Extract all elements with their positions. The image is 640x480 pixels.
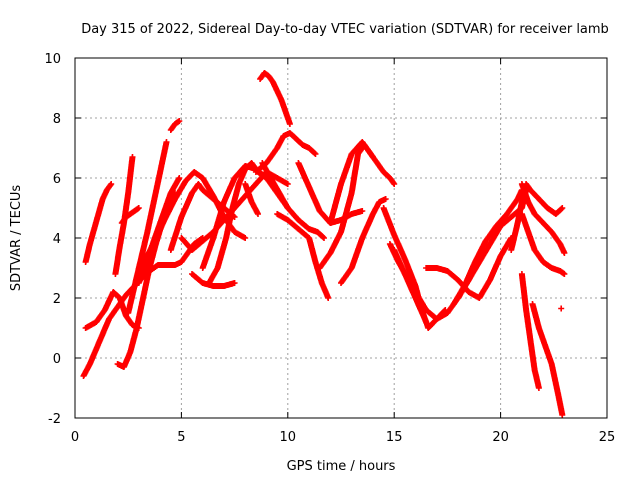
series-track-35 bbox=[529, 301, 566, 418]
x-tick-label: 5 bbox=[177, 430, 185, 445]
data-points bbox=[80, 70, 568, 418]
data-point-markers bbox=[558, 305, 565, 312]
chart-title: Day 315 of 2022, Sidereal Day-to-day VTE… bbox=[81, 22, 609, 37]
data-point-markers bbox=[82, 289, 142, 331]
data-point-markers bbox=[125, 139, 170, 316]
x-tick-label: 10 bbox=[280, 430, 297, 445]
data-point-markers bbox=[118, 205, 142, 226]
x-tick-label: 0 bbox=[71, 430, 79, 445]
y-tick-label: 6 bbox=[53, 172, 61, 187]
x-tick-label: 15 bbox=[386, 430, 403, 445]
series-track-9 bbox=[118, 205, 142, 226]
series-track-31 bbox=[508, 181, 566, 253]
series-track-17 bbox=[257, 70, 293, 127]
x-tick-label: 25 bbox=[599, 430, 616, 445]
y-tick-label: 4 bbox=[53, 232, 61, 247]
data-point-markers bbox=[338, 196, 389, 286]
axis-ticks: 0 5 10 15 20 25 -2 0 2 4 6 8 10 bbox=[44, 52, 615, 445]
series-track-1 bbox=[82, 181, 115, 265]
series-track-32 bbox=[518, 181, 568, 256]
data-point-markers bbox=[529, 301, 566, 418]
data-point-markers bbox=[167, 118, 183, 133]
data-point-markers bbox=[259, 160, 327, 241]
series-track-20 bbox=[274, 211, 332, 301]
data-point-markers bbox=[242, 181, 261, 217]
series-track-15 bbox=[206, 160, 270, 286]
series-track-36 bbox=[558, 305, 565, 312]
data-point-markers bbox=[82, 181, 115, 265]
series-track-19 bbox=[259, 160, 327, 241]
y-tick-label: 2 bbox=[53, 292, 61, 307]
data-point-markers bbox=[518, 181, 568, 256]
y-axis-label: SDTVAR / TECUs bbox=[9, 185, 24, 292]
data-point-markers bbox=[257, 70, 293, 127]
series-track-16 bbox=[242, 181, 261, 217]
x-tick-label: 20 bbox=[492, 430, 509, 445]
data-point-markers bbox=[518, 271, 542, 391]
data-point-markers bbox=[391, 247, 430, 325]
y-tick-label: -2 bbox=[48, 412, 61, 427]
y-tick-label: 8 bbox=[53, 112, 61, 127]
series-track-8 bbox=[167, 118, 183, 133]
data-point-markers bbox=[274, 211, 332, 301]
series-track-34 bbox=[518, 271, 542, 391]
data-point-markers bbox=[327, 139, 398, 226]
y-tick-label: 10 bbox=[44, 52, 61, 67]
series-track-23 bbox=[338, 196, 389, 286]
series-track-27 bbox=[391, 247, 430, 325]
series-track-6 bbox=[125, 139, 170, 316]
data-point-markers bbox=[518, 211, 568, 277]
y-tick-label: 0 bbox=[53, 352, 61, 367]
x-axis-label: GPS time / hours bbox=[287, 459, 396, 474]
data-point-markers bbox=[508, 181, 566, 253]
data-point-markers bbox=[206, 160, 270, 286]
series-track-33 bbox=[518, 211, 568, 277]
series-track-24 bbox=[327, 139, 398, 226]
series-track-3 bbox=[82, 289, 142, 331]
